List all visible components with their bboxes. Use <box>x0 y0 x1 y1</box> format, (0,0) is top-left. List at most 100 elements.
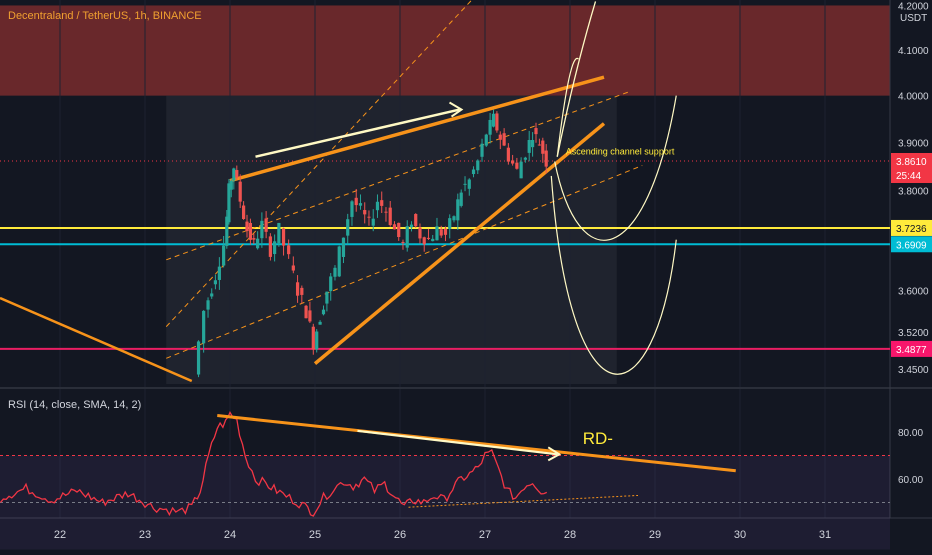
candle-body <box>308 310 312 322</box>
candle-body <box>238 181 242 202</box>
candle-body <box>467 179 471 189</box>
rsi-line <box>0 410 548 517</box>
candle-body <box>281 228 286 246</box>
channel-mid-dashed <box>166 91 630 261</box>
candle-body <box>315 331 319 350</box>
candle-body <box>252 238 256 240</box>
candle-body <box>431 238 435 242</box>
candle-body <box>537 144 541 146</box>
candle-body <box>371 218 375 226</box>
candle-body <box>480 143 484 157</box>
rsi-title: RSI (14, close, SMA, 14, 2) <box>8 399 142 411</box>
candle-body <box>456 199 460 221</box>
candle-body <box>401 241 405 243</box>
price-tag-countdown: 25:44 <box>896 171 921 182</box>
candle-body <box>232 168 236 181</box>
candle-body <box>502 133 506 146</box>
candle-body <box>448 218 452 229</box>
downtrend-line <box>0 296 193 383</box>
time-tick-label: 26 <box>394 529 406 541</box>
candle-body <box>531 140 535 148</box>
candle-body <box>325 291 329 304</box>
annotation-rd: RD- <box>583 429 613 448</box>
rsi-momentum-arrow <box>357 429 558 456</box>
candle-body <box>388 207 392 225</box>
candle-body <box>515 162 519 169</box>
candle-body <box>225 216 229 246</box>
price-tick-label: 4.0000 <box>898 92 929 103</box>
candle-body <box>484 134 488 146</box>
candle-body <box>235 170 239 178</box>
price-tag-label: 3.6909 <box>896 240 927 251</box>
candle-body <box>392 224 397 230</box>
annotation-channel-support: Ascending channel support <box>566 146 675 156</box>
candle-body <box>213 280 218 285</box>
candle-body <box>498 134 502 140</box>
price-tick-label: 3.9000 <box>898 138 929 149</box>
candle-body <box>506 147 510 162</box>
candle-body <box>443 228 448 235</box>
candle-body <box>476 160 480 171</box>
time-tick-label: 23 <box>139 529 151 541</box>
time-tick-label: 30 <box>734 529 746 541</box>
time-tick-label: 31 <box>819 529 831 541</box>
wedge-resistance <box>229 75 605 183</box>
candle-body <box>409 224 414 228</box>
candle-body <box>217 266 221 280</box>
candle-body <box>459 192 463 206</box>
time-tick-label: 28 <box>564 529 576 541</box>
candle-body <box>354 197 358 206</box>
candle-body <box>318 321 322 325</box>
candle-body <box>523 157 527 160</box>
candle-body <box>358 203 363 206</box>
candle-body <box>544 150 548 167</box>
candle-body <box>380 200 384 206</box>
candle-body <box>463 183 467 185</box>
candle-body <box>273 241 277 255</box>
candle-body <box>384 211 388 213</box>
candle-body <box>439 229 443 236</box>
candle-body <box>350 201 354 217</box>
price-tag-label: 3.7236 <box>896 224 927 235</box>
candle-body <box>488 119 492 135</box>
candle-body <box>311 326 315 350</box>
candle-body <box>321 309 326 315</box>
momentum-arrow-head <box>448 101 464 118</box>
projection-path-up-short <box>556 57 579 157</box>
candle-body <box>426 237 431 239</box>
candle-body <box>287 245 291 255</box>
wedge-support <box>313 122 606 365</box>
price-tick-label: 3.4500 <box>898 365 929 376</box>
time-tick-label: 27 <box>479 529 491 541</box>
candle-body <box>333 267 337 277</box>
candle-body <box>268 236 272 257</box>
resistance-zone <box>0 5 890 96</box>
time-tick-label: 22 <box>54 529 66 541</box>
price-tick-label: 3.6000 <box>898 286 929 297</box>
projection-box <box>166 95 617 385</box>
candle-body <box>491 113 496 127</box>
candle-body <box>495 113 499 131</box>
channel-upper-dashed <box>165 0 473 327</box>
candle-body <box>196 341 201 375</box>
candle-body <box>452 216 456 221</box>
candle-body <box>248 222 252 240</box>
candle-body <box>304 305 308 319</box>
rsi-tick-label: 60.00 <box>898 475 923 486</box>
candle-body <box>242 205 246 219</box>
candle-body <box>245 221 249 232</box>
candle-body <box>300 287 304 295</box>
price-tick-label: 3.8000 <box>898 186 929 197</box>
candle-body <box>210 293 214 297</box>
projection-path-deep <box>550 175 677 375</box>
momentum-arrow <box>255 108 460 158</box>
candle-body <box>295 282 300 296</box>
candle-body <box>397 222 401 238</box>
price-tag <box>891 340 932 357</box>
candle-body <box>534 128 538 135</box>
candle-body <box>341 237 346 257</box>
candle-body <box>511 160 515 164</box>
price-tag <box>891 152 932 183</box>
candle-body <box>260 220 264 239</box>
